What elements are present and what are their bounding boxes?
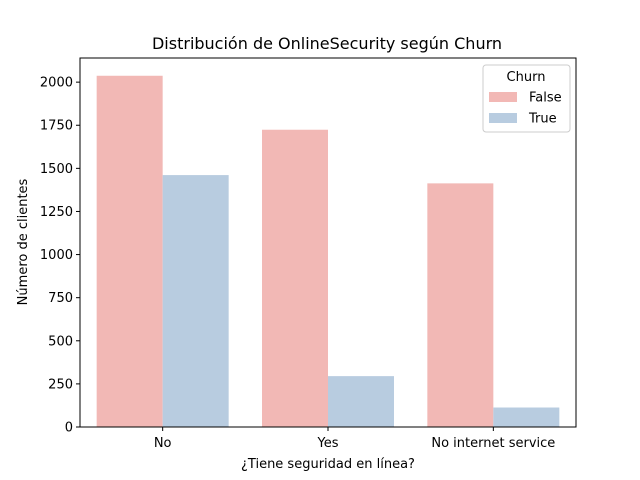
y-axis-label: Número de clientes xyxy=(16,178,31,305)
y-tick-label: 1500 xyxy=(40,162,73,177)
bar-true-2 xyxy=(493,407,560,427)
bar-false-2 xyxy=(427,183,494,427)
bar-true-1 xyxy=(328,376,394,427)
bar-false-0 xyxy=(96,75,163,427)
y-tick-label: 1000 xyxy=(40,248,73,263)
legend-swatch-true xyxy=(489,113,517,123)
legend-title: Churn xyxy=(507,70,546,85)
y-tick-label: 250 xyxy=(48,377,73,392)
x-tick-label: No xyxy=(154,436,172,451)
x-axis: No Yes No internet service xyxy=(154,427,555,451)
bar-true-0 xyxy=(162,175,229,427)
x-tick-label: Yes xyxy=(317,436,339,451)
legend-label-true: True xyxy=(528,112,557,127)
y-tick-label: 1750 xyxy=(40,119,73,134)
bars-group xyxy=(96,75,560,427)
y-tick-label: 1250 xyxy=(40,205,73,220)
legend-items: False True xyxy=(489,91,562,127)
chart-title: Distribución de OnlineSecurity según Chu… xyxy=(152,34,502,53)
y-tick-label: 750 xyxy=(48,291,73,306)
bar-false-1 xyxy=(262,129,328,427)
x-tick-label: No internet service xyxy=(431,436,555,451)
legend-label-false: False xyxy=(529,91,562,106)
y-tick-label: 0 xyxy=(65,421,73,436)
legend: Churn False True xyxy=(482,64,571,133)
x-axis-label: ¿Tiene seguridad en línea? xyxy=(241,457,415,472)
plot-frame xyxy=(79,57,577,428)
y-tick-label: 500 xyxy=(48,334,73,349)
y-axis: 0 250 500 750 1000 1250 1500 1750 2000 xyxy=(40,76,80,436)
legend-swatch-false xyxy=(489,92,517,102)
y-tick-label: 2000 xyxy=(40,76,73,91)
